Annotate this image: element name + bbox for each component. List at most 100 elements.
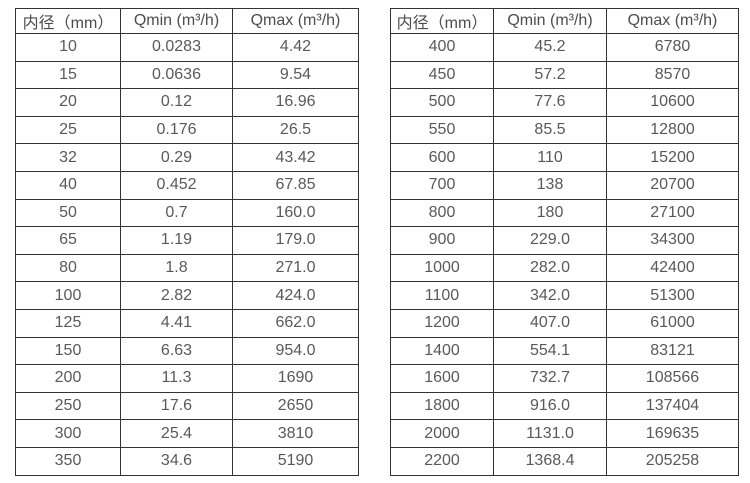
table-cell: 1000 [390,253,494,283]
table-cell: 1131.0 [493,419,607,448]
table-cell: 43.42 [232,143,359,172]
table-row: 150 6.63 954.0 [15,336,359,366]
table-cell: 40 [15,170,121,200]
table-cell: 0.0636 [120,60,233,90]
table-cell: 6.63 [120,336,233,366]
header-qmax: Qmax (m³/h) [606,8,739,34]
table-cell: 500 [390,88,494,117]
table-cell: 282.0 [493,253,607,283]
table-cell: 1.8 [120,253,233,283]
table-cell: 916.0 [493,391,607,421]
table-cell: 34.6 [120,446,233,476]
table-cell: 424.0 [232,281,359,310]
table-cell: 45.2 [493,33,607,62]
table-cell: 83121 [606,336,739,366]
table-cell: 350 [15,446,121,476]
table-cell: 15200 [606,143,739,172]
table-cell: 32 [15,143,121,172]
table-row: 600 110 15200 [390,143,739,172]
table-cell: 662.0 [232,308,359,338]
table-cell: 6780 [606,33,739,62]
table-cell: 10600 [606,88,739,117]
table-cell: 550 [390,115,494,145]
table-row: 450 57.2 8570 [390,60,739,90]
flow-rate-table-left: 内径（mm） Qmin (m³/h) Qmax (m³/h) 10 0.0283 4… [15,8,359,476]
table-cell: 17.6 [120,391,233,421]
table-row: 900 229.0 34300 [390,226,739,255]
table-cell: 85.5 [493,115,607,145]
table-cell: 100 [15,281,121,310]
table-row: 1400 554.1 83121 [390,336,739,366]
table-cell: 229.0 [493,226,607,255]
table-cell: 77.6 [493,88,607,117]
table-cell: 342.0 [493,281,607,310]
header-qmax: Qmax (m³/h) [232,8,359,34]
table-header-row: 内径（mm） Qmin (m³/h) Qmax (m³/h) [15,8,359,34]
table-cell: 4.41 [120,308,233,338]
table-cell: 0.7 [120,198,233,228]
table-row: 500 77.6 10600 [390,88,739,117]
table-cell: 8570 [606,60,739,90]
table-row: 700 138 20700 [390,170,739,200]
header-diameter: 内径（mm） [390,8,494,34]
table-cell: 1368.4 [493,446,607,476]
table-row: 20 0.12 16.96 [15,88,359,117]
table-cell: 26.5 [232,115,359,145]
header-qmin: Qmin (m³/h) [120,8,233,34]
table-cell: 900 [390,226,494,255]
table-row: 400 45.2 6780 [390,33,739,62]
table-cell: 1.19 [120,226,233,255]
table-cell: 2650 [232,391,359,421]
table-row: 65 1.19 179.0 [15,226,359,255]
header-qmin: Qmin (m³/h) [493,8,607,34]
table-row: 10 0.0283 4.42 [15,33,359,62]
table-cell: 61000 [606,308,739,338]
table-cell: 9.54 [232,60,359,90]
table-cell: 138 [493,170,607,200]
table-row: 1000 282.0 42400 [390,253,739,283]
table-cell: 2.82 [120,281,233,310]
table-cell: 0.12 [120,88,233,117]
table-cell: 0.0283 [120,33,233,62]
table-cell: 34300 [606,226,739,255]
table-cell: 50 [15,198,121,228]
table-cell: 57.2 [493,60,607,90]
table-cell: 0.176 [120,115,233,145]
table-row: 1600 732.7 108566 [390,364,739,393]
table-cell: 600 [390,143,494,172]
table-cell: 25 [15,115,121,145]
table-cell: 200 [15,364,121,393]
flow-rate-table-right: 内径（mm） Qmin (m³/h) Qmax (m³/h) 400 45.2 67… [390,8,739,476]
table-cell: 1200 [390,308,494,338]
table-cell: 205258 [606,446,739,476]
table-row: 300 25.4 3810 [15,419,359,448]
table-cell: 27100 [606,198,739,228]
table-cell: 67.85 [232,170,359,200]
table-row: 200 11.3 1690 [15,364,359,393]
table-cell: 271.0 [232,253,359,283]
table-cell: 400 [390,33,494,62]
table-row: 550 85.5 12800 [390,115,739,145]
table-row: 250 17.6 2650 [15,391,359,421]
table-cell: 25.4 [120,419,233,448]
table-cell: 407.0 [493,308,607,338]
table-row: 1200 407.0 61000 [390,308,739,338]
table-cell: 137404 [606,391,739,421]
table-cell: 12800 [606,115,739,145]
table-row: 32 0.29 43.42 [15,143,359,172]
table-cell: 554.1 [493,336,607,366]
table-cell: 80 [15,253,121,283]
header-diameter: 内径（mm） [15,8,121,34]
table-cell: 150 [15,336,121,366]
table-cell: 179.0 [232,226,359,255]
table-cell: 0.452 [120,170,233,200]
table-cell: 2200 [390,446,494,476]
table-cell: 180 [493,198,607,228]
table-header-row: 内径（mm） Qmin (m³/h) Qmax (m³/h) [390,8,739,34]
table-cell: 1600 [390,364,494,393]
table-cell: 10 [15,33,121,62]
table-row: 100 2.82 424.0 [15,281,359,310]
table-cell: 3810 [232,419,359,448]
table-cell: 65 [15,226,121,255]
